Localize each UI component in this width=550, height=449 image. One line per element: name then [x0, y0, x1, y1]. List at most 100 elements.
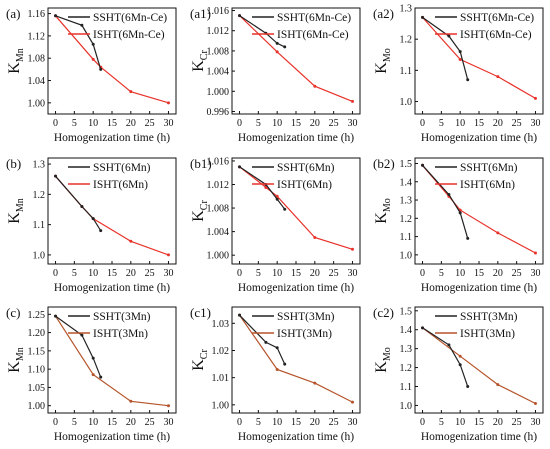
y-tick-label: 1.1 — [33, 220, 46, 231]
data-point — [129, 90, 133, 94]
x-tick-label: 0 — [237, 268, 242, 279]
y-tick-label: 1.01 — [212, 373, 230, 384]
data-point — [91, 57, 95, 61]
x-tick-label: 25 — [512, 118, 522, 129]
legend-label: ISHT(6Mn) — [93, 179, 148, 191]
x-tick-label: 15 — [107, 118, 117, 129]
y-tick-label: 1.004 — [207, 67, 230, 78]
y-axis-label: KMn — [6, 198, 26, 223]
x-tick-label: 5 — [72, 417, 77, 428]
data-point — [458, 354, 462, 358]
data-point — [447, 34, 451, 38]
x-tick-label: 20 — [126, 118, 136, 129]
x-tick-label: 10 — [455, 268, 465, 279]
legend-label: SSHT(6Mn) — [93, 162, 151, 174]
x-tick-label: 30 — [163, 268, 173, 279]
legend-label: ISHT(6Mn-Ce) — [93, 29, 165, 41]
data-point — [275, 41, 279, 45]
y-tick-label: 1.5 — [400, 306, 413, 317]
x-tick-label: 25 — [329, 118, 339, 129]
x-axis-label: Homogenization time (h) — [421, 132, 537, 144]
data-point — [458, 50, 462, 54]
x-tick-label: 10 — [88, 417, 98, 428]
y-tick-label: 1.00 — [212, 400, 230, 411]
panel-label: (a2) — [373, 6, 394, 21]
data-point — [458, 211, 462, 215]
x-tick-label: 30 — [163, 417, 173, 428]
x-tick-label: 0 — [237, 118, 242, 129]
data-point — [447, 193, 451, 197]
y-tick-label: 1.12 — [28, 31, 46, 42]
x-tick-label: 0 — [53, 268, 58, 279]
series-line — [54, 315, 169, 407]
data-point — [54, 174, 58, 178]
x-axis-label: Homogenization time (h) — [54, 431, 170, 443]
x-tick-label: 5 — [256, 118, 261, 129]
y-tick-label: 1.4 — [400, 177, 413, 188]
y-tick-label: 1.2 — [400, 35, 413, 46]
y-tick-label: 1.00 — [28, 98, 46, 109]
x-axis-label: Homogenization time (h) — [54, 282, 170, 294]
x-tick-label: 15 — [291, 118, 301, 129]
y-tick-label: 1.2 — [400, 214, 413, 225]
x-tick-label: 25 — [329, 268, 339, 279]
legend-label: SSHT(6Mn-Ce) — [277, 12, 351, 24]
legend-label: SSHT(6Mn) — [460, 162, 518, 174]
legend-label: ISHT(3Mn) — [93, 328, 148, 340]
x-tick-label: 20 — [126, 417, 136, 428]
legend-label: ISHT(6Mn) — [277, 179, 332, 191]
data-point — [166, 101, 170, 105]
x-tick-label: 10 — [455, 417, 465, 428]
series-line — [239, 314, 353, 403]
x-tick-label: 15 — [291, 417, 301, 428]
data-point — [275, 346, 279, 350]
panel-label: (a) — [6, 6, 20, 21]
x-tick-label: 5 — [256, 417, 261, 428]
panel-label: (c) — [6, 305, 20, 320]
y-tick-label: 1.0 — [33, 250, 46, 261]
x-tick-label: 0 — [237, 417, 242, 428]
data-point — [350, 400, 354, 404]
legend-label: ISHT(3Mn) — [277, 328, 332, 340]
x-tick-label: 10 — [88, 268, 98, 279]
chart-panel: (b2) 0 5 10 15 20 25 30 1.0 1.1 1.2 1.3 1.4 1.5 Homoge… — [373, 156, 544, 294]
x-tick-label: 20 — [493, 118, 503, 129]
chart-panel: (a1) 0 5 10 15 20 25 30 0.996 1.000 1.004 1.008 1.01… — [190, 6, 361, 144]
data-point — [313, 236, 317, 239]
y-tick-label: 1.1 — [400, 66, 413, 77]
x-tick-label: 20 — [310, 118, 320, 129]
y-tick-label: 1.0 — [400, 401, 413, 412]
legend-label: ISHT(3Mn) — [460, 328, 515, 340]
y-tick-label: 1.15 — [28, 346, 46, 357]
y-tick-label: 1.008 — [207, 46, 230, 57]
data-point — [238, 165, 242, 169]
legend-label: SSHT(6Mn) — [277, 162, 335, 174]
y-tick-label: 1.000 — [207, 251, 230, 262]
x-tick-label: 15 — [107, 268, 117, 279]
x-tick-label: 20 — [126, 268, 136, 279]
data-point — [166, 404, 170, 408]
series-line — [239, 314, 286, 365]
x-tick-label: 25 — [512, 417, 522, 428]
legend-label: SSHT(3Mn) — [277, 311, 335, 323]
y-axis-label: KMo — [373, 198, 393, 223]
y-tick-label: 1.000 — [207, 87, 230, 98]
panel-label: (b1) — [190, 156, 212, 171]
y-tick-label: 1.1 — [400, 382, 413, 393]
y-tick-label: 1.02 — [212, 346, 230, 357]
chart-panel: (a) 0 5 10 15 20 25 30 1.00 1.04 1.08 1.12 1.16 Homog… — [6, 6, 177, 144]
chart-panel: (a2) 0 5 10 15 20 25 30 1.0 1.1 1.2 1.3 Homogenizati… — [373, 4, 544, 144]
data-point — [264, 340, 268, 344]
panel-label: (b2) — [373, 156, 395, 171]
x-axis-label: Homogenization time (h) — [421, 282, 537, 294]
y-tick-label: 1.10 — [28, 365, 46, 376]
y-tick-label: 1.25 — [28, 310, 46, 321]
x-tick-label: 25 — [145, 417, 155, 428]
y-axis-label: KMo — [373, 347, 393, 372]
y-tick-label: 1.04 — [28, 76, 46, 87]
legend-label: SSHT(6Mn-Ce) — [460, 12, 534, 24]
data-point — [129, 399, 133, 403]
data-point — [496, 231, 500, 235]
data-point — [458, 57, 462, 61]
